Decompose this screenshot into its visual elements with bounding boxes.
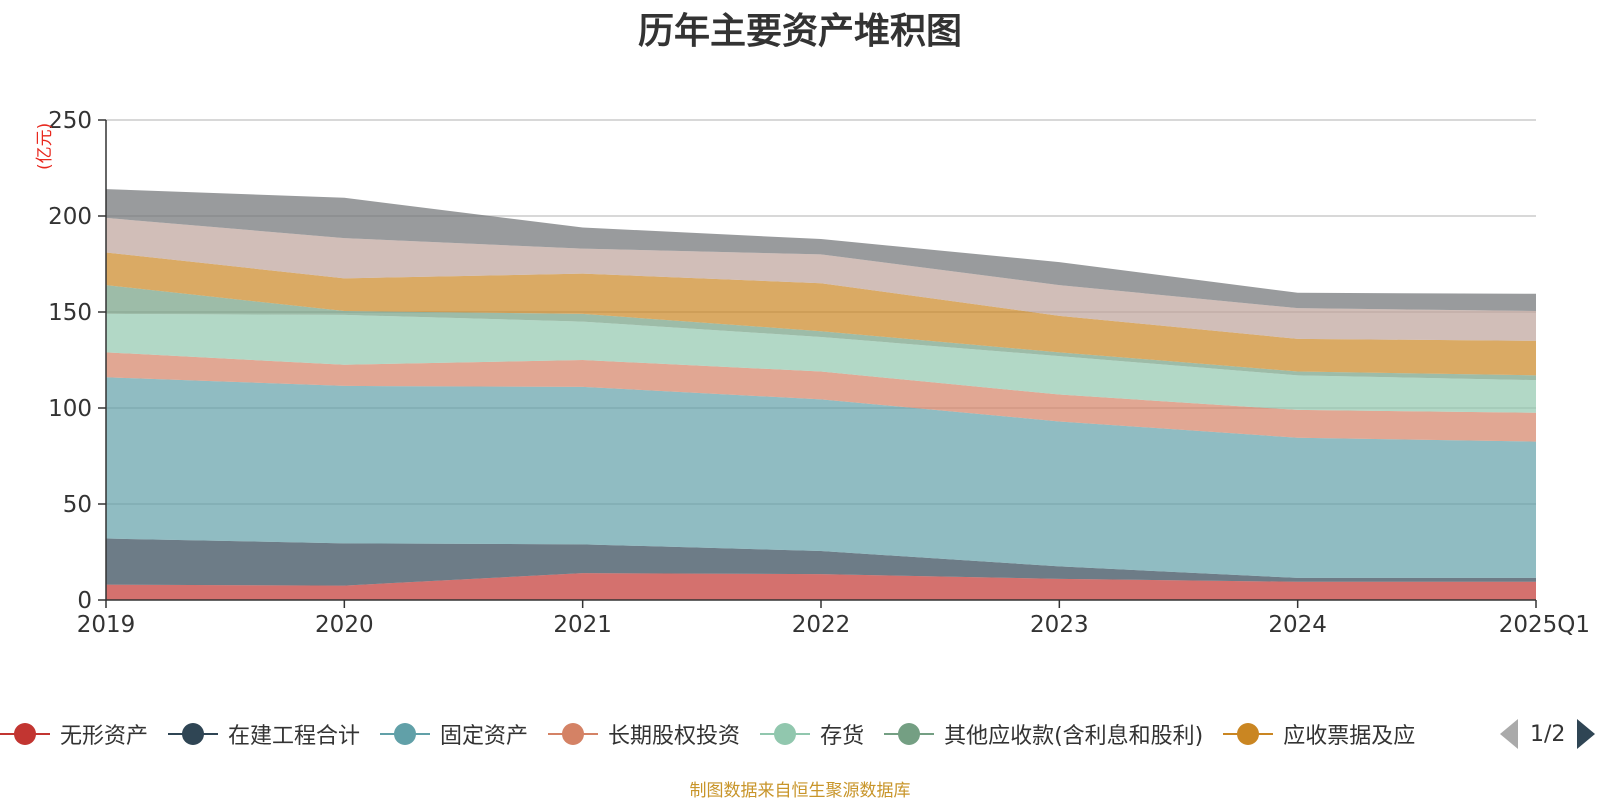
chart-title: 历年主要资产堆积图 <box>637 11 962 52</box>
legend-marker-icon <box>1223 722 1274 746</box>
legend-marker-icon <box>760 722 811 746</box>
legend-item[interactable]: 长期股权投资 <box>548 714 740 754</box>
x-tick-label: 2024 <box>1268 612 1327 638</box>
legend-item[interactable]: 在建工程合计 <box>168 714 360 754</box>
x-tick-label: 2021 <box>553 612 612 638</box>
area-series-7 <box>106 252 1536 376</box>
x-tick-label: 2025Q1 <box>1499 612 1590 638</box>
legend-item[interactable]: 固定资产 <box>380 714 528 754</box>
legend-label: 存货 <box>820 724 865 749</box>
legend-marker-icon <box>0 722 50 746</box>
legend-label: 无形资产 <box>60 724 149 749</box>
pager-prev-arrow-icon[interactable] <box>1500 719 1518 749</box>
area-series-8 <box>106 217 1536 341</box>
legend-item[interactable]: 其他应收款(含利息和股利) <box>884 714 1203 754</box>
area-series-2 <box>106 538 1536 586</box>
x-tick-label: 2023 <box>1030 612 1089 638</box>
y-tick-label: 100 <box>48 396 92 422</box>
area-series <box>106 189 1536 600</box>
y-tick-label: 50 <box>63 492 92 518</box>
legend-item[interactable]: 应收票据及应 <box>1223 714 1415 754</box>
x-tick-label: 2022 <box>792 612 851 638</box>
y-tick-label: 200 <box>48 204 92 230</box>
legend-item[interactable]: 无形资产 <box>0 714 148 754</box>
area-series-4 <box>106 352 1536 442</box>
data-source-note: 制图数据来自恒生聚源数据库 <box>689 781 911 801</box>
x-tick-label: 2019 <box>77 612 136 638</box>
area-series-3 <box>106 377 1536 578</box>
stacked-area-chart: 0 50 100 150 200 250 2019 2020 2021 2022 2023 2024 2… <box>48 108 1590 638</box>
legend-marker-icon <box>884 722 935 746</box>
legend-marker-icon <box>168 722 219 746</box>
x-tick-label: 2020 <box>315 612 374 638</box>
area-series-1 <box>106 573 1536 600</box>
pager-page-indicator: 1/2 <box>1530 721 1566 747</box>
y-tick-label: 0 <box>77 588 92 614</box>
legend-item[interactable]: 存货 <box>760 714 864 754</box>
pager-next-arrow-icon[interactable] <box>1577 719 1596 749</box>
legend-pager: 1/2 <box>1500 714 1596 754</box>
area-series-9 <box>106 189 1536 312</box>
legend-label: 在建工程合计 <box>228 724 361 749</box>
y-tick-label: 150 <box>48 300 92 326</box>
legend: 无形资产 在建工程合计 固定资产 长期股权投资 存货 其他应收款(含利息和股利) 应收票据及… <box>0 714 1490 754</box>
legend-label: 固定资产 <box>440 724 529 749</box>
y-tick-label: 250 <box>48 108 92 134</box>
y-axis-unit-label: (亿元) <box>35 122 55 170</box>
legend-marker-icon <box>548 722 599 746</box>
legend-marker-icon <box>380 722 431 746</box>
area-series-5 <box>106 313 1536 413</box>
legend-label: 长期股权投资 <box>608 724 741 749</box>
legend-label: 应收票据及应 <box>1283 724 1416 749</box>
legend-label: 其他应收款(含利息和股利) <box>944 724 1204 749</box>
area-series-6 <box>106 285 1536 381</box>
axes: 0 50 100 150 200 250 2019 2020 2021 2022 2023 2024 2… <box>48 108 1590 638</box>
